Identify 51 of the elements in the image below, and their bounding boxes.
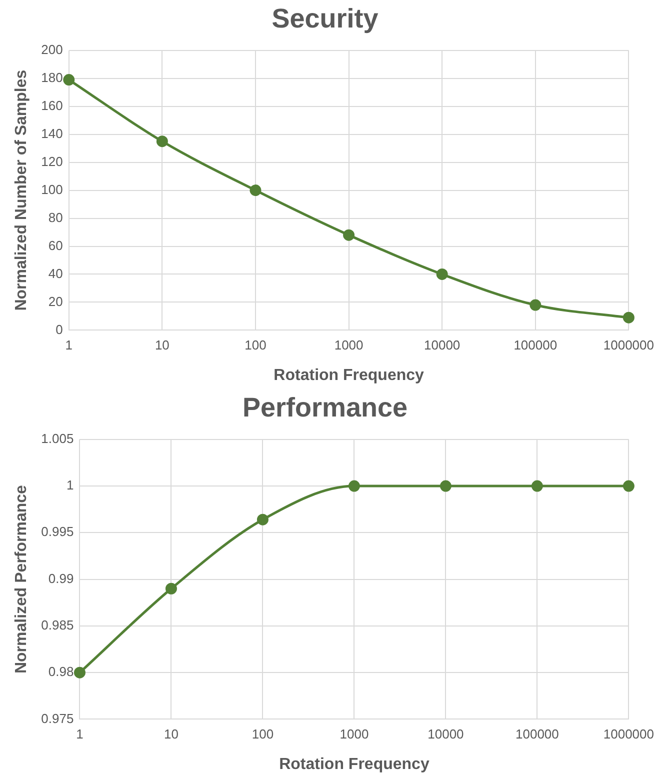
point	[436, 268, 448, 280]
y-tick-label: 80	[48, 210, 63, 225]
x-tick-label: 10000	[424, 338, 460, 353]
y-tick-label: 20	[48, 294, 63, 309]
x-axis-title: Rotation Frequency	[279, 756, 430, 773]
point	[622, 480, 634, 492]
point	[74, 666, 86, 678]
x-tick-label: 100000	[516, 726, 559, 742]
x-tick-label: 1000	[340, 726, 369, 742]
point	[256, 514, 268, 526]
y-tick-label: 0.99	[48, 570, 74, 586]
x-tick-label: 10000	[428, 726, 464, 742]
point	[156, 136, 168, 148]
y-tick-label: 0.985	[41, 618, 74, 633]
chart-title: Security	[272, 4, 378, 34]
y-tick-label: 0.995	[41, 524, 74, 540]
x-tick-label: 100	[252, 726, 274, 742]
y-tick-label: 1	[66, 478, 74, 493]
x-tick-label: 10	[154, 338, 170, 353]
y-tick-label: 40	[48, 266, 63, 281]
chart-title: Performance	[242, 392, 408, 423]
point	[250, 184, 262, 196]
point	[622, 312, 634, 324]
y-tick-label: 1.005	[41, 430, 74, 446]
y-tick-label: 120	[41, 154, 63, 169]
point	[63, 74, 75, 86]
y-tick-label: 0.975	[41, 710, 74, 726]
y-tick-label: 180	[41, 70, 63, 85]
y-tick-label: 100	[41, 182, 63, 197]
x-tick-label: 10	[164, 726, 178, 742]
y-tick-label: 60	[48, 238, 63, 253]
point	[343, 229, 355, 241]
y-tick-label: 0	[56, 322, 63, 337]
x-tick-label: 100000	[514, 338, 558, 353]
point	[530, 299, 542, 311]
point	[440, 480, 452, 492]
x-tick-label: 1000	[334, 338, 364, 353]
x-tick-label: 1000000	[603, 338, 654, 353]
point	[348, 480, 360, 492]
point	[165, 582, 177, 594]
y-axis-title: Normalized Performance	[13, 484, 30, 674]
y-axis-title: Normalized Number of Samples	[13, 70, 30, 311]
x-tick-label: 100	[244, 338, 266, 353]
x-axis-title: Rotation Frequency	[274, 366, 424, 384]
y-tick-label: 160	[41, 98, 63, 113]
y-tick-label: 140	[41, 126, 63, 141]
x-tick-label: 1000000	[603, 726, 654, 742]
y-tick-label: 200	[41, 42, 63, 57]
x-tick-label: 1	[76, 726, 84, 742]
point	[531, 480, 543, 492]
y-tick-label: 0.98	[48, 664, 74, 680]
